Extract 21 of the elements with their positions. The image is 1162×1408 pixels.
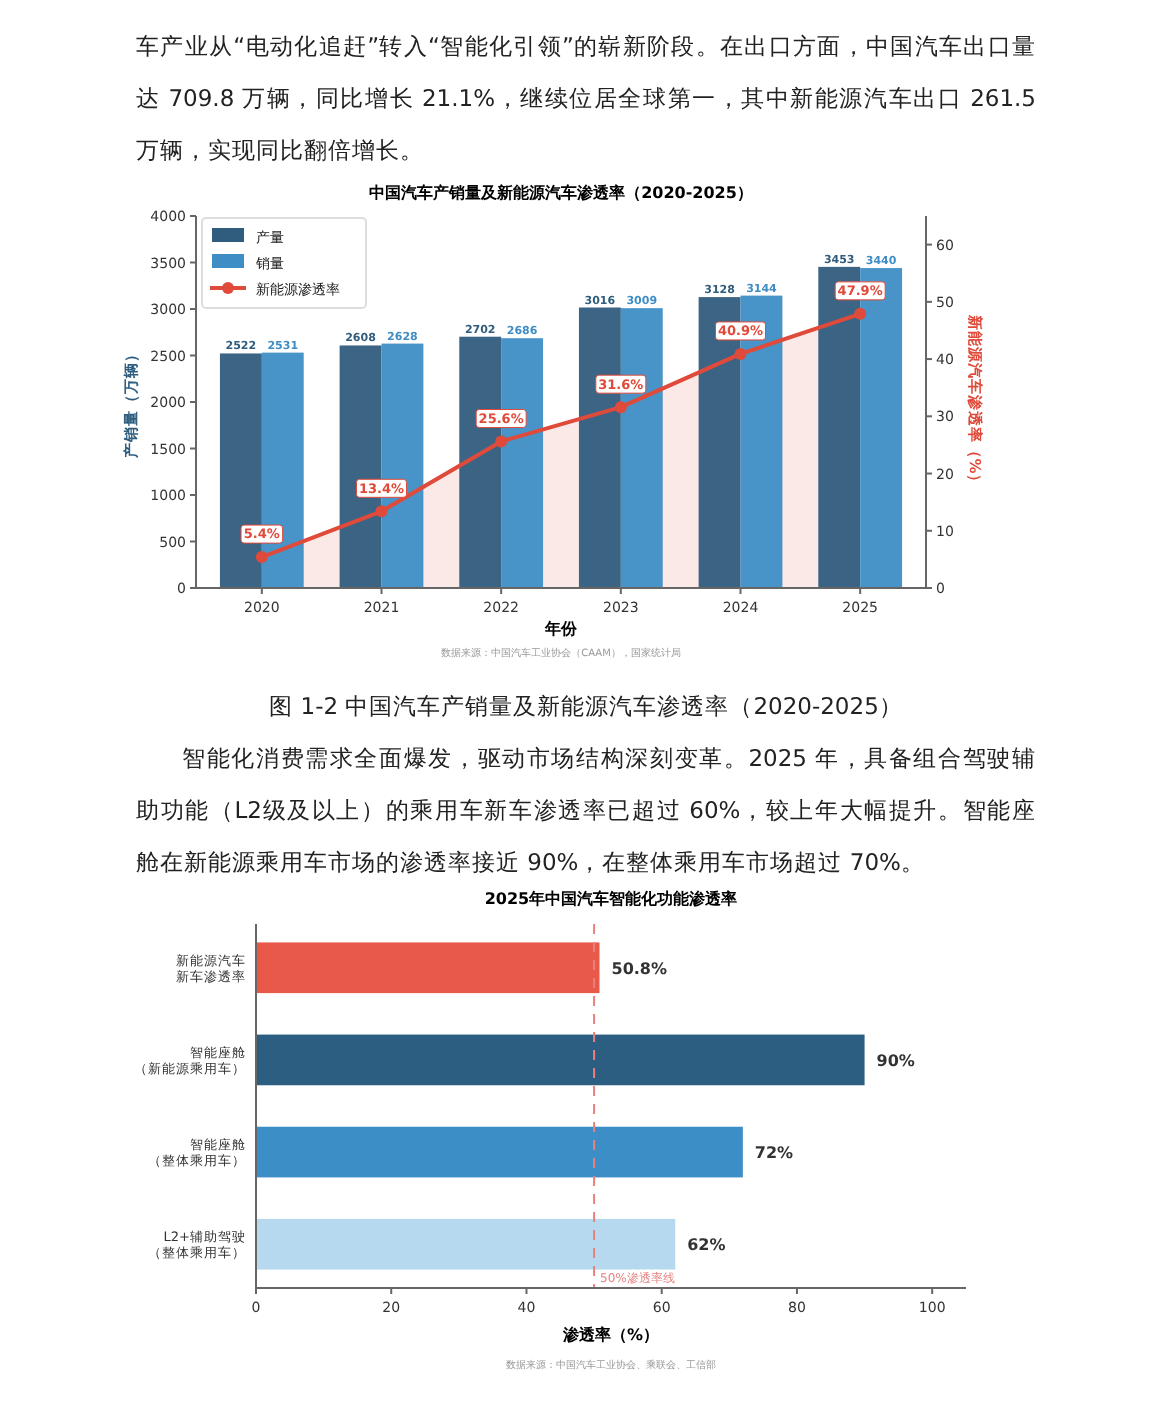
x-axis-title: 年份 <box>543 620 579 638</box>
point <box>734 347 747 360</box>
point <box>495 435 508 448</box>
caption: 图 1-2 中国汽车产销量及新能源汽车渗透率（2020-2025） <box>267 690 905 724</box>
x-axis-title: 渗透率（%） <box>560 1324 660 1344</box>
text: 智能化消费需求全面爆发，驱动市场结构深刻变革。2025 年，具备组合驾驶辅助功能（L2级及以上）的乘用车新车渗透率已超过 60%，较上年大幅提升。智能座舱在新能源乘用车市场的渗透率接近 90%，在整体乘用车市场超过 70%。 <box>136 742 1036 880</box>
data-label: 62% <box>687 1236 726 1255</box>
bar <box>256 1126 743 1178</box>
data-label: 72% <box>754 1144 794 1163</box>
bar <box>256 1218 676 1270</box>
point <box>255 551 268 564</box>
point <box>375 505 388 518</box>
bar <box>256 942 600 994</box>
text: 车产业从“电动化追赶”转入“智能化引领”的崭新阶段。在出口方面，中国汽车出口量达 709.8 万辆，同比增长 21.1%，继续位居全球第一，其中新能源汽车出口 261.5 万辆，实现同比翻倍增长。 <box>136 30 1036 168</box>
chart-title: 2025年中国汽车智能化功能渗透率 <box>484 888 738 908</box>
point <box>614 401 627 414</box>
point <box>854 307 867 320</box>
bar <box>256 1034 865 1086</box>
data-label: 90% <box>876 1051 915 1070</box>
data-label: 50.8% <box>611 959 668 978</box>
chart-title: 中国汽车产销量及新能源汽车渗透率（2020-2025） <box>369 182 753 202</box>
